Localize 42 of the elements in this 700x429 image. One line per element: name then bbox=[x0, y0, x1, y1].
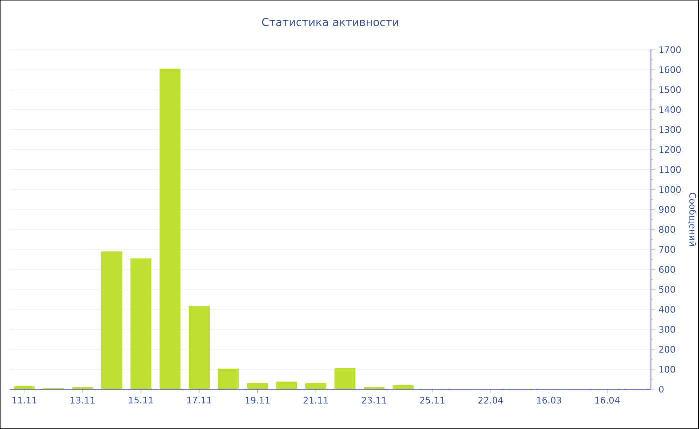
y-tick-label: 100 bbox=[660, 366, 676, 373]
x-tick-label: 11.11 bbox=[12, 396, 37, 404]
y-tick-label: 1200 bbox=[660, 146, 681, 153]
y-tick-label: 200 bbox=[659, 346, 676, 353]
x-tick-label: 17.11 bbox=[188, 396, 212, 404]
x-tick-label: 13.11 bbox=[70, 396, 95, 404]
y-tick-label: 1300 bbox=[660, 126, 681, 134]
bar bbox=[392, 385, 414, 390]
x-tick-label: 22.04 bbox=[478, 396, 504, 404]
y-tick-label: 500 bbox=[659, 286, 676, 293]
bar bbox=[334, 368, 356, 390]
x-tick-label: 25.11 bbox=[420, 396, 445, 404]
y-tick-label: 1000 bbox=[660, 186, 681, 193]
bar bbox=[130, 258, 152, 390]
bar bbox=[306, 383, 327, 390]
bar bbox=[247, 383, 268, 390]
y-tick-label: 600 bbox=[659, 266, 676, 273]
y-tick-label: 400 bbox=[659, 306, 676, 313]
x-tick-label: 16.03 bbox=[537, 396, 562, 404]
y-tick-label: 1100 bbox=[660, 166, 681, 173]
bar bbox=[160, 68, 181, 390]
y-tick-label: 1600 bbox=[660, 66, 681, 74]
bar bbox=[102, 251, 122, 390]
y-tick-label: 1400 bbox=[660, 106, 681, 114]
bar bbox=[14, 386, 36, 390]
y-tick-label: 900 bbox=[659, 206, 676, 213]
bar bbox=[276, 382, 298, 390]
y-tick-label: 700 bbox=[659, 246, 676, 253]
x-tick-label: 19.11 bbox=[246, 396, 270, 404]
bar bbox=[218, 368, 240, 390]
x-tick-label: 23.11 bbox=[362, 396, 386, 404]
y-tick-label: 0 bbox=[659, 386, 664, 393]
y-tick-label: 1700 bbox=[660, 46, 681, 54]
y-tick-label: 300 bbox=[659, 326, 676, 333]
chart-title: Статистика активности bbox=[262, 18, 398, 26]
y-tick-label: 1500 bbox=[660, 86, 681, 94]
y-axis-title: Сообщений bbox=[688, 192, 697, 246]
y-tick-label: 800 bbox=[659, 226, 676, 233]
x-tick-label: 21.11 bbox=[304, 396, 328, 404]
x-tick-label: 16.04 bbox=[596, 396, 620, 404]
bar bbox=[188, 306, 210, 390]
x-tick-label: 15.11 bbox=[129, 396, 154, 404]
